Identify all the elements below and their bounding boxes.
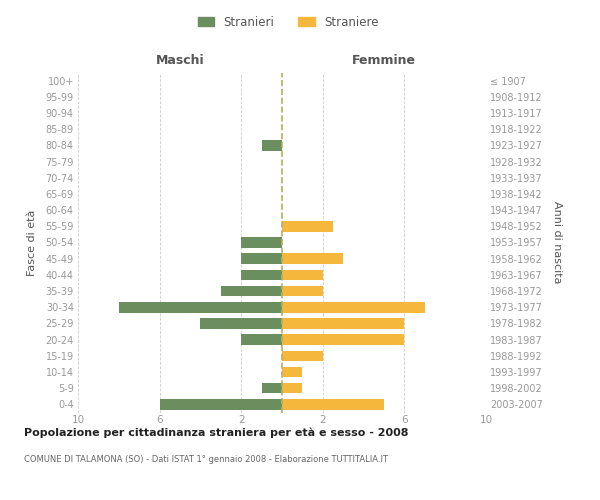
Y-axis label: Anni di nascita: Anni di nascita <box>553 201 562 283</box>
Bar <box>241 237 282 248</box>
Bar <box>282 270 323 280</box>
Bar <box>200 318 282 328</box>
Text: COMUNE DI TALAMONA (SO) - Dati ISTAT 1° gennaio 2008 - Elaborazione TUTTITALIA.I: COMUNE DI TALAMONA (SO) - Dati ISTAT 1° … <box>24 455 388 464</box>
Bar <box>282 318 404 328</box>
Bar <box>262 140 282 150</box>
Bar <box>119 302 282 312</box>
Text: Femmine: Femmine <box>352 54 416 68</box>
Bar <box>282 399 384 409</box>
Bar <box>160 399 282 409</box>
Bar <box>282 367 302 378</box>
Bar <box>221 286 282 296</box>
Bar <box>241 254 282 264</box>
Bar <box>282 302 425 312</box>
Legend: Stranieri, Straniere: Stranieri, Straniere <box>193 11 383 34</box>
Bar <box>282 350 323 361</box>
Bar <box>241 334 282 345</box>
Bar <box>282 286 323 296</box>
Text: Popolazione per cittadinanza straniera per età e sesso - 2008: Popolazione per cittadinanza straniera p… <box>24 428 409 438</box>
Bar <box>241 270 282 280</box>
Bar <box>282 383 302 394</box>
Bar <box>262 383 282 394</box>
Text: Maschi: Maschi <box>155 54 205 68</box>
Bar <box>282 334 404 345</box>
Bar <box>282 254 343 264</box>
Bar <box>282 221 333 232</box>
Y-axis label: Fasce di età: Fasce di età <box>27 210 37 276</box>
